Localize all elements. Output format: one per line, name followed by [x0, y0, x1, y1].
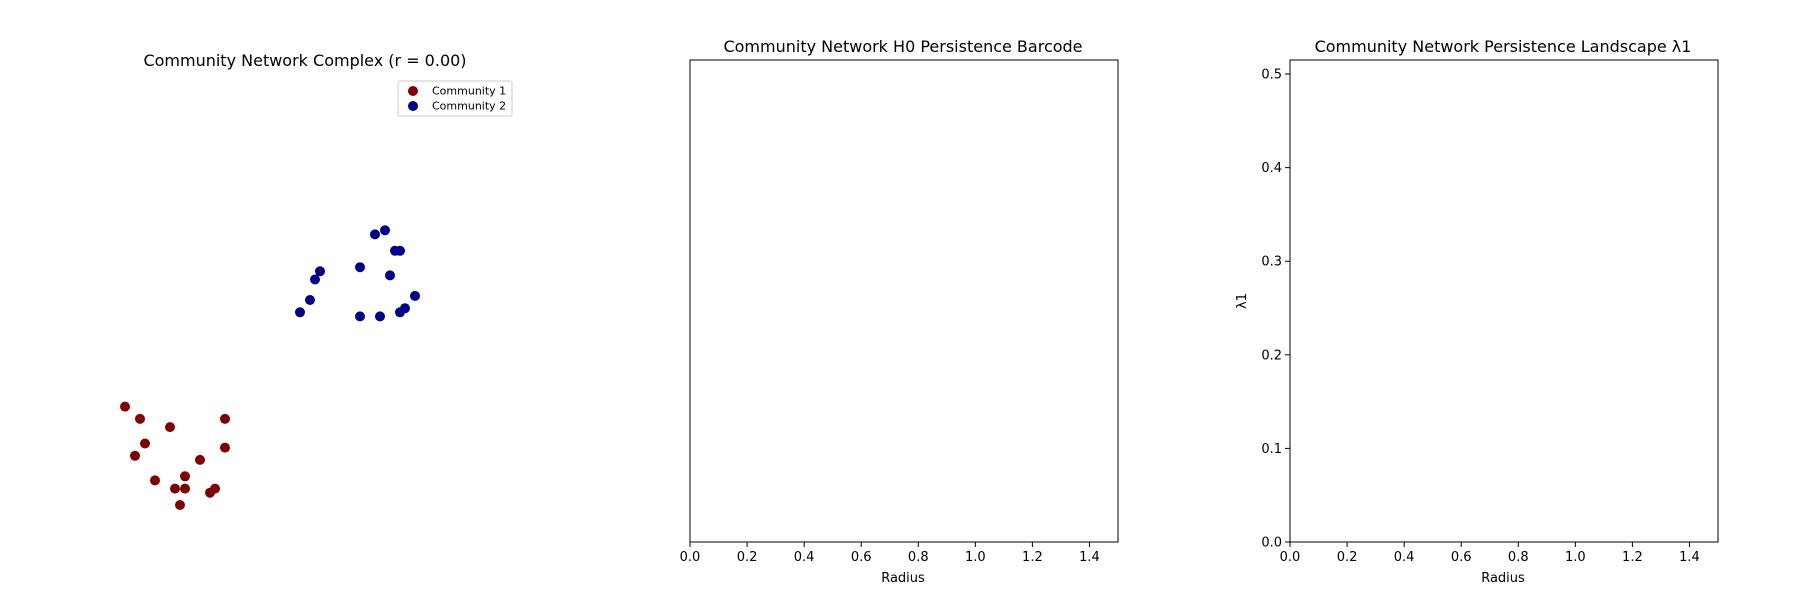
- point-community-1-7: [175, 500, 185, 510]
- barcode-x-tick-label-1: 0.2: [737, 550, 758, 565]
- landscape-plot-area: [1289, 59, 1719, 543]
- point-community-2-3: [315, 266, 325, 277]
- point-community-1-13: [220, 413, 230, 424]
- point-community-1-8: [180, 471, 190, 482]
- landscape-y-tick-label-4: 0.4: [1261, 161, 1282, 176]
- barcode-panel: Community Network H0 Persistence Barcode…: [680, 37, 1119, 586]
- point-community-2-5: [375, 311, 385, 322]
- point-community-1-4: [150, 475, 160, 486]
- legend-box: [397, 80, 513, 117]
- landscape-y-tick-label-5: 0.5: [1261, 68, 1282, 83]
- landscape-y-tick-label-0: 0.0: [1261, 536, 1282, 551]
- barcode-x-label: Radius: [881, 571, 925, 586]
- point-community-1-3: [130, 450, 140, 461]
- scatter-title: Community Network Complex (r = 0.00): [143, 51, 466, 70]
- scatter-panel: Community Network Complex (r = 0.00) Com…: [120, 51, 513, 510]
- landscape-y-tick-label-1: 0.1: [1261, 442, 1282, 457]
- landscape-y-tick-label-3: 0.3: [1261, 255, 1282, 270]
- point-community-1-6: [170, 483, 180, 494]
- barcode-x-tick-label-3: 0.6: [851, 550, 872, 565]
- barcode-x-tick-label-4: 0.8: [908, 550, 929, 565]
- point-community-2-2: [310, 274, 320, 285]
- landscape-x-tick-label-5: 1.0: [1565, 550, 1586, 565]
- point-community-1-0: [120, 401, 130, 412]
- landscape-y-ticks: 0.0 0.1 0.2 0.3 0.4 0.5: [1261, 68, 1290, 551]
- point-community-2-14: [380, 225, 390, 236]
- point-community-2-1: [305, 295, 315, 305]
- barcode-x-tick-label-5: 1.0: [965, 550, 986, 565]
- barcode-x-tick-label-0: 0.0: [680, 550, 701, 565]
- point-community-2-0: [295, 307, 305, 318]
- legend-marker-community-2: [408, 101, 418, 111]
- landscape-title: Community Network Persistence Landscape …: [1315, 37, 1692, 56]
- point-community-1-14: [220, 442, 230, 453]
- point-community-2-6: [355, 262, 365, 273]
- landscape-y-tick-label-2: 0.2: [1261, 348, 1282, 363]
- legend-label-community-2: Community 2: [432, 100, 506, 113]
- point-community-1-12: [205, 487, 215, 498]
- landscape-x-tick-label-2: 0.4: [1394, 550, 1415, 565]
- point-community-1-5: [165, 422, 175, 433]
- point-community-1-1: [135, 413, 145, 424]
- barcode-x-tick-label-7: 1.4: [1079, 550, 1100, 565]
- barcode-plot-area: [689, 59, 1119, 543]
- point-community-2-4: [355, 311, 365, 322]
- landscape-x-label: Radius: [1481, 571, 1525, 586]
- point-community-1-9: [180, 483, 190, 494]
- landscape-x-tick-label-4: 0.8: [1508, 550, 1529, 565]
- legend-label-community-1: Community 1: [432, 85, 506, 98]
- landscape-x-tick-label-1: 0.2: [1337, 550, 1358, 565]
- point-community-2-13: [370, 229, 380, 240]
- point-community-2-10: [410, 290, 420, 301]
- barcode-x-tick-label-2: 0.4: [794, 550, 815, 565]
- point-community-2-12: [395, 245, 405, 256]
- landscape-x-tick-label-3: 0.6: [1451, 550, 1472, 565]
- barcode-x-ticks: 0.0 0.2 0.4 0.6 0.8 1.0 1.2 1.4: [680, 542, 1100, 565]
- barcode-title: Community Network H0 Persistence Barcode: [723, 37, 1082, 56]
- scatter-points: [120, 225, 420, 510]
- landscape-x-tick-label-7: 1.4: [1679, 550, 1700, 565]
- legend-marker-community-1: [408, 86, 418, 96]
- landscape-x-tick-label-6: 1.2: [1622, 550, 1643, 565]
- landscape-y-label: λ1: [1235, 293, 1250, 309]
- landscape-x-ticks: 0.0 0.2 0.4 0.6 0.8 1.0 1.2 1.4: [1280, 542, 1700, 565]
- barcode-x-tick-label-6: 1.2: [1022, 550, 1043, 565]
- point-community-2-9: [400, 303, 410, 314]
- point-community-2-7: [385, 270, 395, 281]
- point-community-1-2: [140, 438, 150, 449]
- scatter-legend: Community 1 Community 2: [397, 80, 513, 117]
- landscape-panel: Community Network Persistence Landscape …: [1235, 37, 1719, 586]
- point-community-1-10: [195, 454, 205, 465]
- landscape-x-tick-label-0: 0.0: [1280, 550, 1301, 565]
